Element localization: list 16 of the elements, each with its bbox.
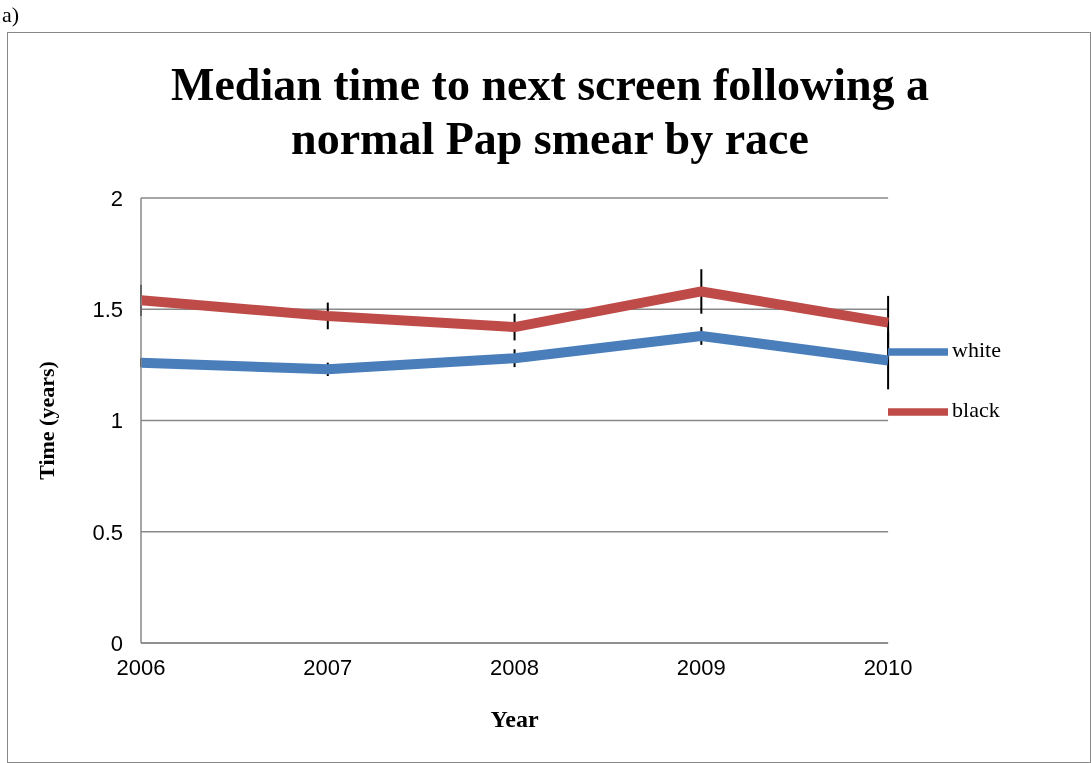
x-axis-title: Year bbox=[490, 706, 539, 732]
y-tick-label: 1.5 bbox=[92, 297, 123, 323]
x-tick-label: 2007 bbox=[303, 654, 353, 680]
chart-title: Median time to next screen following a normal Pap smear by race bbox=[169, 58, 930, 166]
text: a) bbox=[2, 2, 20, 28]
x-tick-label: 2010 bbox=[863, 654, 913, 680]
y-tick-label: 0 bbox=[110, 630, 123, 656]
x-tick-label: 2008 bbox=[490, 654, 540, 680]
y-tick-label: 1 bbox=[110, 408, 123, 434]
legend-label: black bbox=[952, 396, 1000, 422]
x-tick-label: 2009 bbox=[676, 654, 726, 680]
y-tick-label: 0.5 bbox=[92, 519, 123, 545]
y-axis-title: Time (years) bbox=[33, 361, 59, 480]
y-tick-label: 2 bbox=[110, 185, 123, 211]
x-tick-label: 2006 bbox=[116, 654, 166, 680]
legend-label: white bbox=[952, 336, 1001, 362]
